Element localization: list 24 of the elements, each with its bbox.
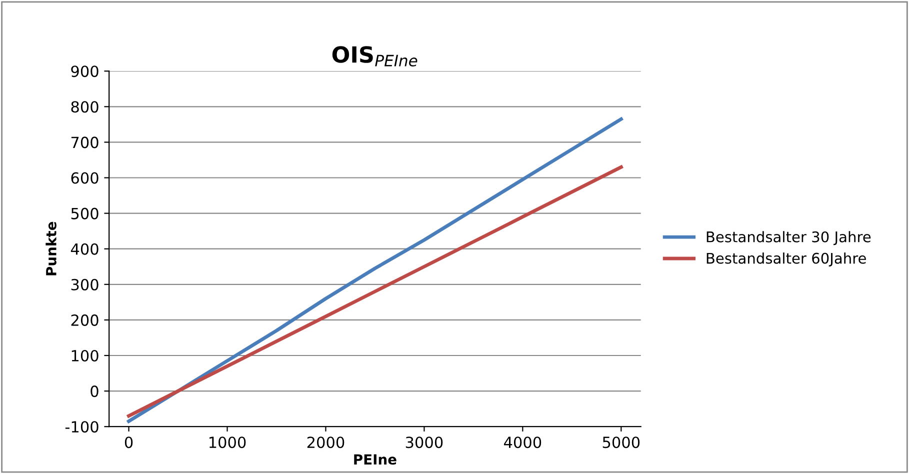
x-axis-title: PEIne [354, 454, 396, 465]
x-tick-label: 3000 [406, 436, 443, 448]
x-tick-label: 1000 [209, 436, 246, 448]
y-tick-label: 400 [70, 243, 98, 255]
y-tick-label: 200 [71, 314, 98, 326]
line-series [127, 165, 623, 418]
x-tick-label: 4000 [504, 436, 542, 448]
y-tick-label: 300 [71, 278, 98, 290]
y-tick-label: 800 [71, 101, 98, 113]
y-tick-label: 100 [72, 350, 98, 362]
y-tick-label: 900 [71, 66, 98, 78]
chart-title: OIS$_{PEIne}$ [332, 46, 418, 66]
legend-label: Bestandsalter 60Jahre [706, 252, 866, 266]
x-tick-label: 0 [124, 436, 133, 448]
y-tick-label: 700 [71, 136, 98, 148]
y-axis-title: Punkte [46, 222, 56, 276]
y-tick-label: -100 [65, 421, 98, 433]
legend-label: Bestandsalter 30 Jahre [706, 231, 871, 246]
y-tick-label: 600 [71, 172, 98, 184]
line-series [127, 117, 623, 424]
x-tick-label: 5000 [602, 436, 640, 448]
x-tick-label: 2000 [307, 436, 344, 448]
y-tick-label: 500 [71, 208, 98, 220]
y-tick-label: 0 [90, 386, 98, 398]
